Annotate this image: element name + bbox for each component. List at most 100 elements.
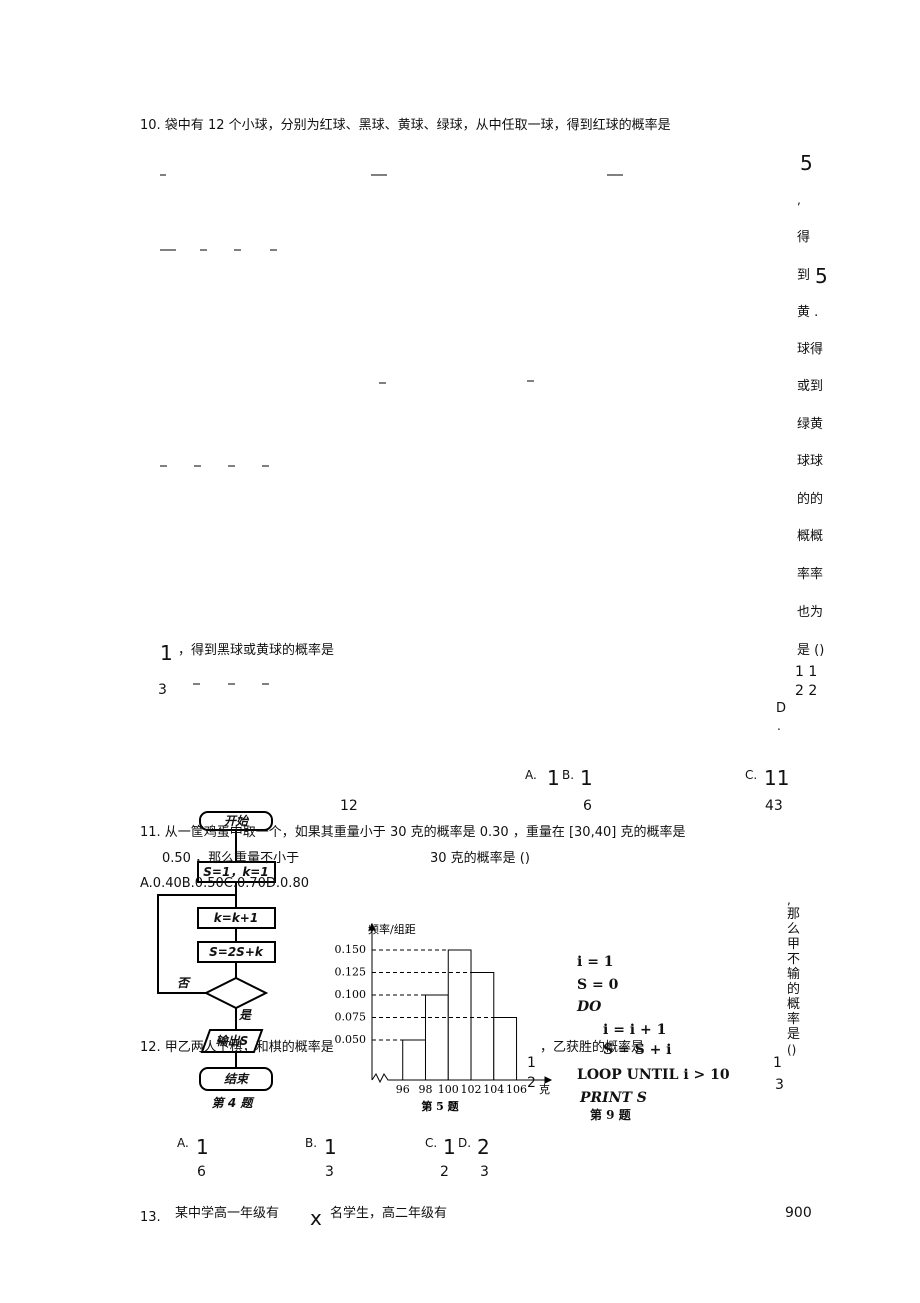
x-unit: 克 bbox=[539, 1083, 550, 1096]
q12-text: 的 bbox=[787, 981, 801, 997]
q12-text: B. bbox=[305, 1136, 318, 1150]
q12-text: 3 bbox=[325, 1164, 334, 1180]
q13-text: x bbox=[310, 1206, 322, 1230]
y-tick-label: 0.150 bbox=[335, 943, 367, 956]
q10-text: 或到 bbox=[797, 378, 824, 394]
q10-text: 球得 bbox=[797, 341, 824, 357]
q10-text: 绿黄 bbox=[797, 416, 824, 432]
q10-text: 得 bbox=[797, 229, 811, 245]
q10-text: D bbox=[776, 700, 787, 716]
q12-text: 1 bbox=[443, 1135, 456, 1159]
q13-text: 名学生，高二年级有 bbox=[330, 1205, 448, 1221]
q13-text: 13. bbox=[140, 1209, 161, 1225]
q12-text: 那 bbox=[787, 906, 801, 922]
q10-text: 43 bbox=[765, 798, 783, 814]
q12-text: 输 bbox=[787, 966, 801, 982]
q10-text: 是 () bbox=[797, 642, 825, 658]
bar bbox=[470, 972, 495, 1081]
q12-text: 2 bbox=[477, 1135, 490, 1159]
q12-text: 概 bbox=[787, 996, 801, 1012]
y-tick-label: 0.125 bbox=[335, 966, 367, 979]
flowchart-text: 结束 bbox=[223, 1072, 249, 1086]
q13-text: 900 bbox=[785, 1205, 812, 1221]
q10-text: 1 bbox=[547, 766, 560, 790]
q10-text: 5 bbox=[815, 264, 828, 288]
q12-text: 2 bbox=[527, 1075, 536, 1091]
q12-text: 甲 bbox=[787, 936, 801, 952]
answer-blanks bbox=[160, 174, 623, 685]
flowchart-text: 是 bbox=[238, 1008, 252, 1022]
q12-text: C. bbox=[425, 1136, 438, 1150]
flowchart-text: k=k+1 bbox=[213, 911, 259, 925]
q12-text: 1 bbox=[773, 1055, 782, 1071]
q10-text: 10. 袋中有 12 个小球，分别为红球、黑球、黄球、绿球，从中任取一球，得到红… bbox=[140, 117, 671, 133]
q10-text: . bbox=[777, 719, 781, 733]
q12-text: 是 bbox=[787, 1026, 801, 1042]
histogram: 0.150 0.125 0.100 0.075 0.050 96 98 100 102 104 10… bbox=[335, 922, 553, 1113]
q12-text: 1 bbox=[527, 1055, 536, 1071]
q10-text: 3 bbox=[158, 682, 167, 698]
y-tick-label: 0.075 bbox=[335, 1011, 367, 1024]
q10-text: 12 bbox=[340, 798, 358, 814]
bar bbox=[447, 949, 472, 1081]
flowchart-text: 开始 bbox=[223, 814, 249, 828]
q10-text: ，得到黑球或黄球的概率是 bbox=[178, 642, 335, 658]
q10-text: 1 1 bbox=[795, 664, 818, 680]
x-tick-label: 98 bbox=[418, 1083, 432, 1096]
y-arrow bbox=[368, 922, 376, 931]
program-line: LOOP UNTIL i > 10 bbox=[577, 1067, 730, 1083]
q10-text: 6 bbox=[583, 798, 592, 814]
q12-text: ，乙获胜的概率是 bbox=[540, 1039, 645, 1055]
y-tick-label: 0.100 bbox=[335, 988, 367, 1001]
q11-text: A.0.40B.0.50C.0.70D.0.80 bbox=[140, 875, 309, 891]
q12-text: 3 bbox=[775, 1077, 784, 1093]
q10-text: 的的 bbox=[797, 491, 824, 507]
flowchart-text: 否 bbox=[176, 976, 190, 990]
y-axis-label: 频率/组距 bbox=[368, 922, 416, 936]
q13-text: 某中学高一年级有 bbox=[175, 1205, 280, 1221]
x-tick-label: 102 bbox=[461, 1083, 482, 1096]
x-tick-label: 104 bbox=[483, 1083, 504, 1096]
q12-text: 6 bbox=[197, 1164, 206, 1180]
q12-text: 1 bbox=[324, 1135, 337, 1159]
y-tick-label: 0.050 bbox=[335, 1033, 367, 1046]
q10-text: 到 bbox=[797, 267, 811, 283]
q10-text: B. bbox=[562, 768, 575, 782]
q12-text: , bbox=[787, 893, 791, 907]
x-arrow bbox=[544, 1076, 553, 1084]
program-line: PRINT S bbox=[580, 1090, 647, 1106]
q10-text: 11 bbox=[764, 766, 790, 790]
program-line: S = S + i bbox=[603, 1042, 672, 1058]
bar bbox=[493, 1017, 518, 1081]
q12-text: D. bbox=[458, 1136, 472, 1150]
flowchart bbox=[157, 811, 276, 1091]
q12-text: 1 bbox=[196, 1135, 209, 1159]
q12-text: () bbox=[787, 1043, 797, 1057]
q10-text: 2 2 bbox=[795, 683, 818, 699]
bar bbox=[424, 994, 449, 1081]
program-line: i = i + 1 bbox=[603, 1022, 667, 1038]
bar bbox=[402, 1039, 426, 1081]
q12-text: 率 bbox=[787, 1011, 801, 1027]
q12-text: A. bbox=[177, 1136, 189, 1150]
q10-text: 5 bbox=[800, 151, 813, 175]
flowchart-text: 第 4 题 bbox=[211, 1096, 253, 1110]
q10-text: 球球 bbox=[797, 453, 824, 469]
q10-text: C. bbox=[745, 768, 758, 782]
q12-text: 么 bbox=[787, 921, 801, 937]
x-tick-label: 106 bbox=[506, 1083, 527, 1096]
program-line: 第 9 题 bbox=[590, 1108, 631, 1122]
q10-text: A. bbox=[525, 768, 537, 782]
q10-text: 概概 bbox=[797, 528, 824, 544]
program-line: i = 1 bbox=[577, 954, 614, 970]
q12-text: 3 bbox=[480, 1164, 489, 1180]
q10-text: , bbox=[797, 193, 801, 207]
x-tick-label: 96 bbox=[396, 1083, 410, 1096]
q10-text: 1 bbox=[160, 641, 173, 665]
q10-text: 黄 . bbox=[797, 304, 819, 320]
q10-text: 也为 bbox=[797, 604, 824, 620]
flowchart-text: S=2S+k bbox=[209, 945, 263, 959]
program-line: S = 0 bbox=[577, 977, 619, 993]
